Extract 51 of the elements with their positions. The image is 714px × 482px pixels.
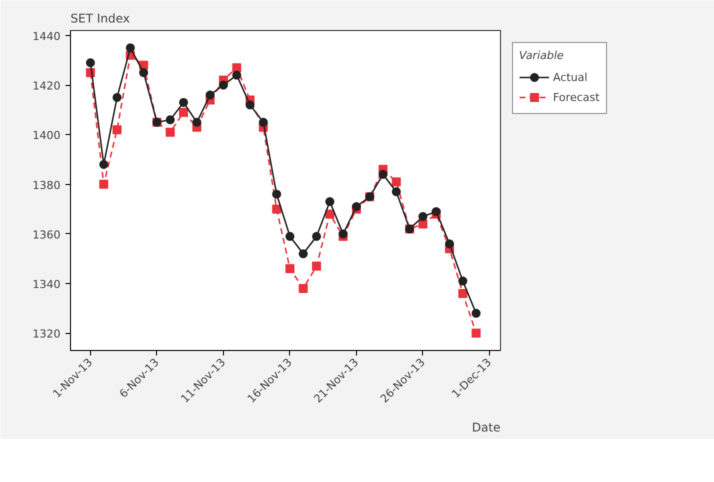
legend-title: Variable [519,49,565,62]
point [392,177,401,186]
y-tick-label: 1420 [32,80,61,93]
point [99,180,108,189]
point [312,232,322,241]
point [298,284,308,293]
y-tick-label: 1440 [32,30,61,43]
point [112,125,122,134]
point [378,170,388,179]
point [458,288,468,298]
point [312,262,322,271]
point [272,190,282,199]
point [99,160,108,169]
point [298,249,308,258]
point [285,232,294,241]
legend-label: Forecast [553,90,600,104]
point [139,68,148,78]
point [179,98,188,107]
point [418,212,428,222]
point [179,108,188,117]
point [272,204,282,214]
point [472,328,481,338]
point [445,239,454,248]
y-tick-label: 1400 [32,129,61,142]
point [458,276,468,286]
point [352,202,361,212]
point [218,80,228,90]
point [285,264,294,274]
y-axis-title: SET Index [70,12,130,26]
point [472,308,481,318]
y-tick-label: 1360 [32,228,61,242]
point [86,58,95,68]
y-tick-label: 1380 [32,178,61,192]
point [432,207,441,216]
point [206,90,215,100]
point [166,128,175,137]
point [325,197,334,206]
point [112,92,122,102]
point [126,43,135,52]
point [192,118,202,127]
point [258,118,268,127]
y-tick-label: 1320 [32,328,61,341]
legend-label: Actual [553,70,588,84]
y-tick-label: 1340 [32,278,61,292]
x-axis-title: Date [472,420,501,434]
point [232,70,242,80]
point [166,115,175,124]
point [232,63,242,72]
point [392,187,401,196]
point [338,229,348,238]
point [246,100,255,110]
